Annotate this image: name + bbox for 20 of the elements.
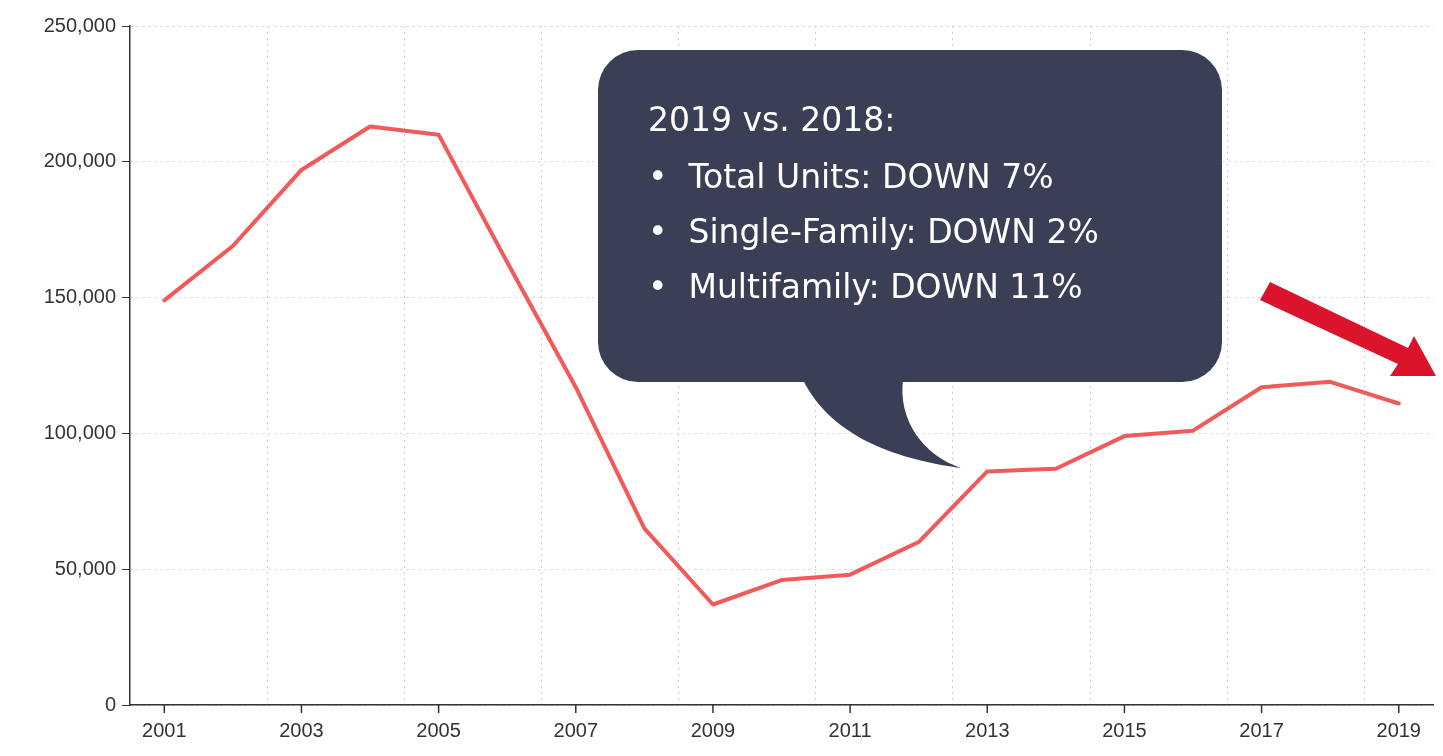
y-tick-label: 200,000 <box>43 149 116 172</box>
annotation: • Single-Family: DOWN 2% <box>648 212 1100 251</box>
x-tick-label: 2001 <box>142 718 187 741</box>
y-tick-label: 250,000 <box>43 13 116 36</box>
x-tick-label: 2003 <box>279 718 324 741</box>
x-tick-label: 2019 <box>1376 718 1421 741</box>
x-tick-label: 2015 <box>1102 718 1147 741</box>
x-tick-label: 2005 <box>416 718 461 741</box>
x-tick-label: 2011 <box>828 718 872 741</box>
y-tick-label: 0 <box>104 692 116 715</box>
x-tick-label: 2017 <box>1239 718 1284 741</box>
y-tick-label: 100,000 <box>43 420 116 443</box>
annotation: 2019 vs. 2018: <box>648 100 897 139</box>
annotation: • Multifamily: DOWN 11% <box>648 267 1084 306</box>
x-tick-label: 2007 <box>553 718 599 741</box>
annotation: • Total Units: DOWN 7% <box>648 157 1055 196</box>
y-tick-label: 50,000 <box>54 556 116 579</box>
y-tick-label: 150,000 <box>43 285 116 308</box>
x-tick-label: 2013 <box>965 718 1010 741</box>
x-tick-label: 2009 <box>690 718 736 741</box>
